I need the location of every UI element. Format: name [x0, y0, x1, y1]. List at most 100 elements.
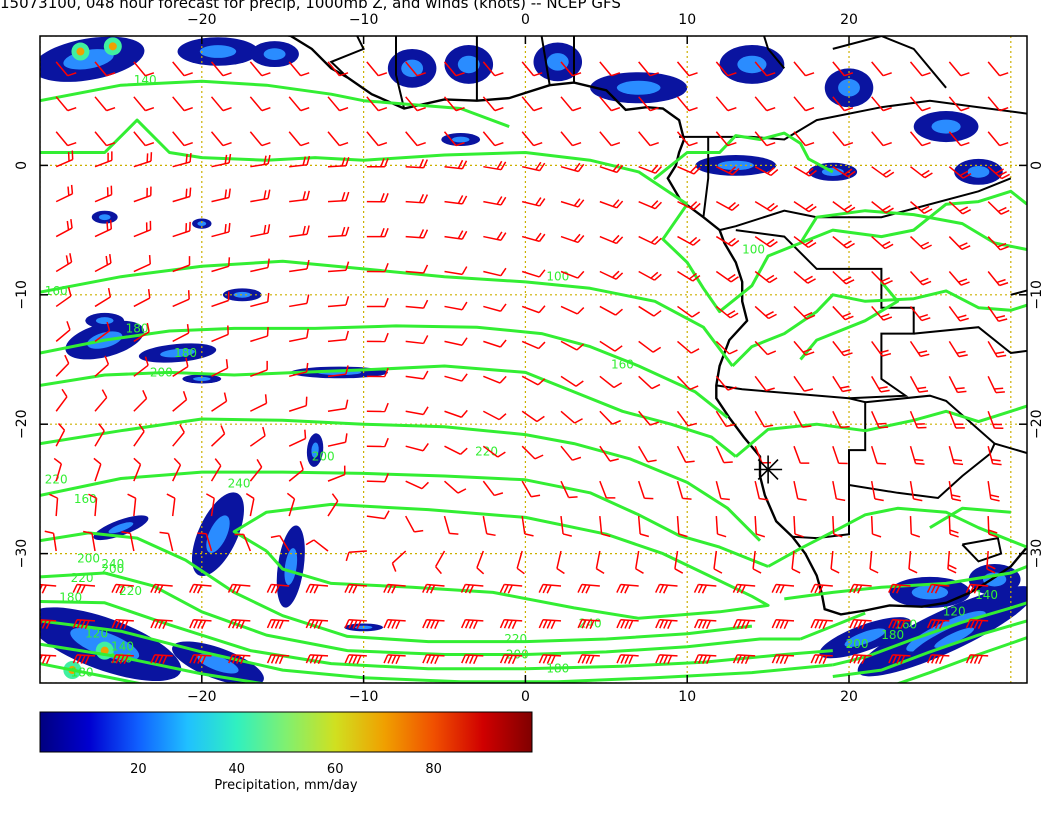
- barb-staff: [482, 96, 496, 112]
- barb-feather: [387, 619, 393, 629]
- barb-feather: [189, 152, 192, 163]
- barb-feather: [380, 227, 385, 237]
- barb-staff: [560, 96, 574, 112]
- barb-feather: [344, 619, 350, 629]
- wind-barb: [793, 201, 817, 213]
- barb-staff: [560, 375, 577, 387]
- wind-barb: [133, 220, 152, 238]
- wind-barb: [55, 131, 77, 147]
- barb-feather: [270, 534, 280, 539]
- wind-barb: [444, 159, 468, 170]
- barb-feather: [791, 568, 801, 574]
- barb-feather: [305, 584, 311, 593]
- barb-feather: [511, 620, 517, 630]
- barb-feather: [783, 620, 789, 630]
- barb-feather: [596, 568, 605, 575]
- wind-barb: [266, 583, 290, 594]
- barb-feather: [239, 620, 246, 630]
- barb-feather: [345, 552, 350, 562]
- wind-barb: [461, 654, 484, 665]
- barb-feather: [196, 584, 203, 594]
- barb-staff: [366, 61, 379, 77]
- barb-staff: [676, 375, 691, 390]
- barb-feather: [779, 584, 785, 594]
- barb-staff: [892, 618, 911, 622]
- barb-staff: [232, 583, 251, 587]
- barb-staff: [698, 654, 717, 657]
- barb-staff: [172, 96, 185, 112]
- barb-feather: [996, 278, 1006, 284]
- wind-barb: [227, 583, 251, 594]
- barb-feather: [818, 654, 824, 664]
- barb-staff: [832, 131, 845, 147]
- africa-coastline: [284, 36, 1027, 616]
- barb-staff: [271, 618, 290, 622]
- barb-feather: [145, 141, 155, 147]
- wind-barb: [986, 550, 996, 574]
- barb-staff: [133, 131, 146, 147]
- barb-staff: [249, 498, 255, 517]
- barb-staff: [791, 550, 795, 569]
- barb-feather: [720, 497, 730, 501]
- barb-staff: [676, 61, 690, 77]
- barb-staff: [948, 446, 955, 464]
- barb-staff: [76, 654, 96, 657]
- wind-barb: [405, 96, 426, 112]
- barb-feather: [67, 287, 72, 297]
- barb-feather: [647, 459, 657, 463]
- wind-barb: [560, 515, 572, 537]
- barb-feather: [920, 241, 930, 247]
- barb-staff: [677, 235, 694, 246]
- barb-staff: [348, 618, 367, 622]
- barb-feather: [270, 584, 276, 594]
- wind-barb: [72, 654, 96, 665]
- barb-feather: [769, 240, 778, 248]
- barb-feather: [457, 195, 464, 204]
- barb-feather: [235, 584, 242, 594]
- barb-feather: [952, 458, 963, 462]
- wind-barb: [211, 222, 231, 238]
- barb-staff: [909, 445, 917, 464]
- barb-feather: [770, 204, 779, 212]
- wind-barb: [832, 340, 853, 357]
- barb-staff: [521, 340, 539, 350]
- wind-barb: [499, 654, 523, 665]
- barb-feather: [702, 654, 708, 664]
- wind-barb: [327, 365, 349, 378]
- barb-feather: [768, 313, 777, 320]
- wind-barb: [560, 305, 585, 315]
- barb-feather: [624, 654, 630, 664]
- barb-feather: [49, 493, 58, 499]
- height-contour: [232, 502, 770, 620]
- barb-staff: [193, 583, 212, 587]
- barb-feather: [930, 619, 937, 629]
- barb-feather: [572, 72, 582, 77]
- barb-feather: [201, 655, 207, 665]
- barb-feather: [951, 498, 962, 502]
- barb-feather: [628, 620, 634, 630]
- barb-feather: [34, 620, 38, 628]
- wind-barb: [249, 131, 271, 147]
- wind-barb: [205, 493, 215, 517]
- barb-staff: [560, 515, 564, 535]
- wind-barb: [849, 618, 872, 630]
- wind-barb: [948, 271, 970, 286]
- barb-feather: [183, 107, 193, 112]
- barb-feather: [193, 584, 199, 594]
- barb-staff: [193, 618, 212, 622]
- wind-barb: [444, 266, 468, 276]
- barb-feather: [616, 584, 622, 593]
- barb-feather: [426, 654, 432, 664]
- barb-feather: [957, 314, 967, 319]
- barb-staff: [405, 305, 424, 309]
- wind-barb: [987, 131, 1009, 147]
- barb-feather: [921, 141, 931, 147]
- barb-staff: [987, 516, 990, 535]
- barb-staff: [94, 193, 112, 203]
- barb-staff: [871, 131, 884, 147]
- barb-feather: [507, 619, 513, 629]
- barb-feather: [654, 237, 662, 245]
- lat-tick-label-left: 0: [14, 161, 30, 170]
- barb-staff: [482, 131, 496, 147]
- barb-staff: [444, 410, 462, 418]
